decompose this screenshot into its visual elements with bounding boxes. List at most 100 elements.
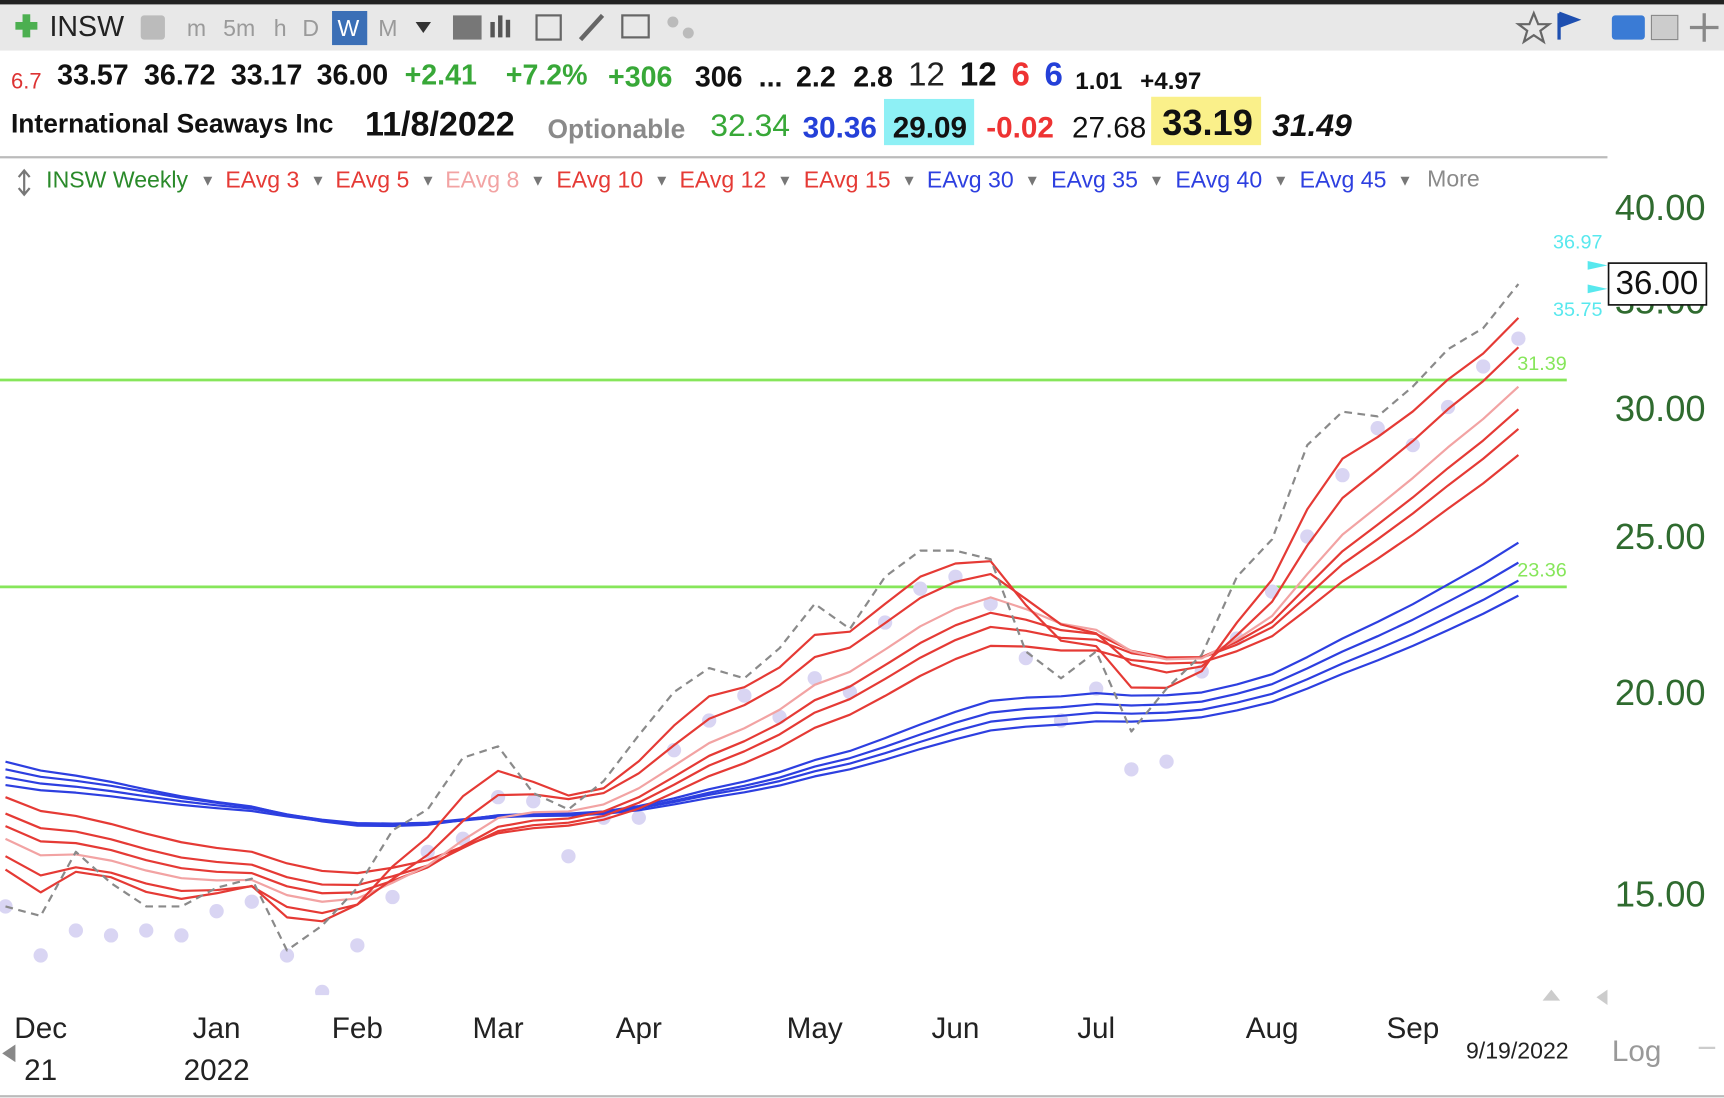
legend-entry[interactable]: EAvg 12 [679,167,766,193]
dot [807,671,822,686]
quote-field: 36.72 [144,60,216,92]
timeframe[interactable]: h [274,15,287,41]
dot [68,923,84,938]
star-icon[interactable] [1515,10,1553,45]
quote-field: +4.97 [1140,68,1201,95]
horizontal-line-label: 23.36 [1517,560,1567,582]
dot [385,889,400,905]
timeframe[interactable]: 5m [223,15,255,41]
x-tick-label: Feb [332,1012,383,1045]
legend-caret: ▼ [1397,172,1412,189]
ema-line [4,317,1520,923]
dot [913,581,928,596]
icon[interactable] [452,15,482,40]
ema-line [5,385,1520,903]
icon[interactable] [140,15,165,40]
ema-line [5,428,1520,887]
resize-icon[interactable] [17,168,31,197]
legend-entry[interactable]: EAvg 10 [556,167,643,193]
add-icon[interactable] [15,14,38,38]
legend-caret: ▼ [200,172,215,189]
quote-field: 33.17 [231,60,303,92]
dot [1089,681,1104,696]
dot [103,928,119,943]
dot [420,844,435,859]
icon[interactable] [667,16,679,28]
legend-caret: ▼ [1025,172,1040,189]
legend-entry[interactable]: EAvg 15 [804,167,891,193]
plot [0,283,1567,996]
scroll-icon[interactable] [1542,989,1561,1001]
quote-field: 33.19 [1162,102,1253,143]
move-icon[interactable] [1689,13,1719,42]
flag-icon[interactable] [1557,11,1582,40]
y-tick-label: 25.00 [1615,516,1706,557]
timeframe[interactable]: M [378,15,397,41]
legend-entry[interactable]: EAvg 30 [927,167,1014,193]
timeframe[interactable]: D [302,15,319,41]
ema-line [5,579,1519,825]
timeframe[interactable]: W [338,15,360,41]
dot [33,948,48,963]
dot [1018,650,1033,666]
quote-field: 33.57 [57,60,129,92]
dot [702,713,717,728]
legend-more[interactable]: More [1427,165,1480,191]
quote-field: 1.01 [1075,68,1122,95]
plot-area [0,283,1567,996]
ema-line [5,408,1520,895]
legend-entry[interactable]: EAvg 3 [225,167,299,193]
legend-entry[interactable]: EAvg 35 [1051,167,1138,193]
ema-line [4,346,1520,915]
quote-field: 2.8 [853,62,893,94]
scroll-icon[interactable] [1596,989,1608,1005]
legend-entry[interactable]: EAvg 5 [335,167,409,193]
icon[interactable] [578,13,605,42]
scroll-icon[interactable] [2,1044,16,1063]
quote-field: 27.68 [1072,112,1146,145]
icon[interactable] [1611,15,1645,40]
icon[interactable] [621,14,650,39]
dropdown-icon[interactable] [415,21,431,33]
scale-label[interactable]: Log [1612,1035,1662,1068]
x-tick-label: Dec [14,1012,67,1045]
legend-caret: ▼ [310,172,325,189]
legend-title[interactable]: INSW Weekly [46,167,188,193]
quote-field: 11/8/2022 [365,105,515,143]
dot [139,923,154,938]
toolbar [0,0,1724,51]
dot [279,948,295,963]
y-tick-label: 20.00 [1615,672,1706,713]
quote-field: +2.41 [405,60,477,92]
legend-caret: ▼ [420,172,435,189]
icon[interactable] [535,14,562,41]
highlight [1151,96,1262,146]
dot [983,596,998,611]
symbol[interactable]: INSW [49,11,124,43]
dot [1124,762,1139,777]
legend-entry[interactable]: EAvg 40 [1175,167,1262,193]
legend-entry[interactable]: EAvg 8 [445,167,519,193]
dot [561,849,576,864]
y-tick-label: 40.00 [1615,187,1706,228]
ema-line [5,541,1519,828]
dot [350,938,365,953]
x-tick-label: Aug [1246,1012,1299,1045]
quote-field: 306 [695,62,743,94]
dot [1476,359,1491,374]
quote-field: 6.7 [11,68,42,93]
quote-field: 6 [1012,56,1030,93]
horizontal-line-label: 31.39 [1517,353,1567,375]
timeframe[interactable]: m [187,15,206,41]
dot [490,789,506,805]
legend-caret: ▼ [902,172,917,189]
ema-line [5,454,1520,875]
legend-entry[interactable]: EAvg 45 [1300,167,1387,193]
bars-icon[interactable] [490,15,511,38]
dot [1405,437,1420,453]
quote-field: +306 [608,62,672,94]
quote-field: 29.09 [893,112,967,145]
quote-field: 6 [1045,56,1063,93]
icon[interactable] [1650,14,1679,41]
x-tick-label: Sep [1386,1012,1439,1045]
